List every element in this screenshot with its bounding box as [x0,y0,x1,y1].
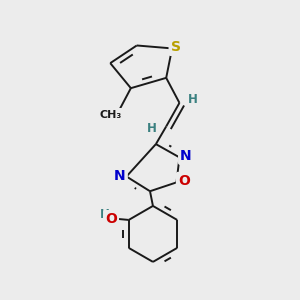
Text: S: S [171,40,181,54]
Text: CH₃: CH₃ [99,110,122,120]
Text: H: H [188,93,198,106]
Text: N: N [180,149,192,163]
Text: O: O [105,212,117,226]
Text: H: H [100,208,110,221]
Text: O: O [178,174,190,188]
Text: H: H [146,122,156,135]
Text: N: N [114,169,126,184]
